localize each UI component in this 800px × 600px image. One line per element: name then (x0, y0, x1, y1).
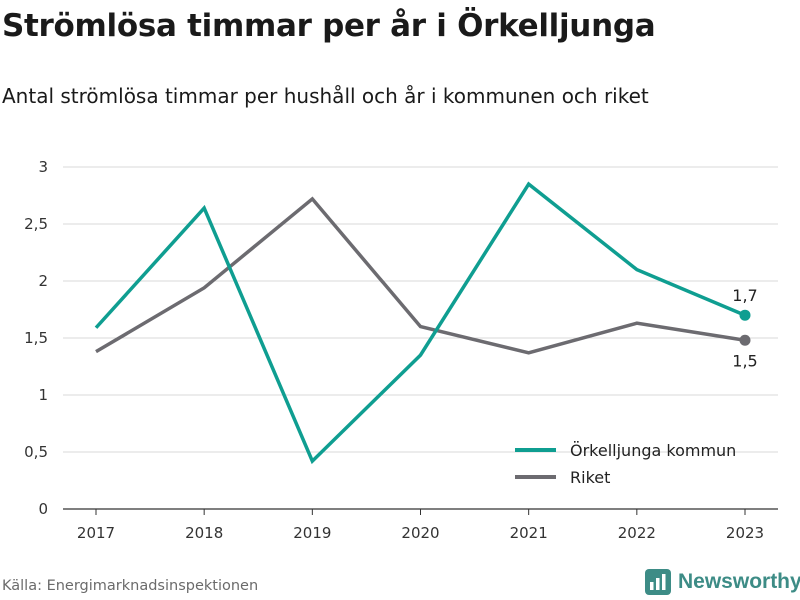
brand-name: Newsworthy (678, 570, 800, 593)
legend-entry: Riket (570, 468, 610, 487)
y-tick-label: 3 (38, 158, 48, 176)
series-line-0 (94, 181, 746, 465)
data-label: 1,5 (732, 351, 757, 370)
chart-subtitle: Antal strömlösa timmar per hushåll och å… (2, 84, 649, 108)
x-tick-label: 2017 (77, 524, 115, 542)
x-tick-label: 2018 (185, 524, 223, 542)
legend-entry: Örkelljunga kommun (570, 441, 736, 460)
source-note: Källa: Energimarknadsinspektionen (2, 578, 259, 594)
x-axis: 2017 2018 2019 2020 2021 2022 2023 (63, 508, 778, 542)
x-tick-label: 2021 (510, 524, 548, 542)
y-tick-label: 0,5 (24, 443, 48, 461)
y-axis: 0 0,5 1 1,5 2 2,5 3 (24, 158, 48, 518)
y-tick-label: 0 (38, 500, 48, 518)
y-tick-label: 2,5 (24, 215, 48, 233)
y-tick-label: 2 (38, 272, 48, 290)
newsworthy-logo-icon (645, 569, 671, 595)
x-tick-label: 2022 (618, 524, 656, 542)
series-endpoint-marker (739, 309, 751, 321)
x-tick-label: 2019 (293, 524, 331, 542)
gridlines (63, 166, 778, 453)
series-endpoint-marker (739, 334, 751, 346)
series-endpoints: 1,5 1,7 (732, 286, 757, 370)
series-lines (94, 181, 746, 465)
data-label: 1,7 (732, 286, 757, 305)
x-tick-label: 2023 (726, 524, 764, 542)
brand-logo: Newsworthy (645, 569, 800, 595)
legend: Örkelljunga kommun Riket (515, 441, 736, 487)
y-tick-label: 1,5 (24, 329, 48, 347)
y-tick-label: 1 (38, 386, 48, 404)
x-tick-label: 2020 (401, 524, 439, 542)
chart-title: Strömlösa timmar per år i Örkelljunga (2, 8, 656, 44)
